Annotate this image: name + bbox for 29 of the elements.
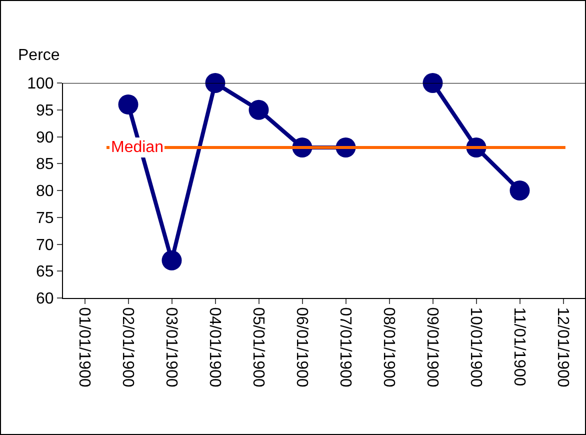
y-tick-label: 70	[36, 236, 54, 254]
x-tick-label: 01/01/1900	[76, 307, 93, 388]
y-tick-label: 100	[27, 76, 54, 93]
x-tick-label: 06/01/1900	[293, 307, 310, 388]
x-tick-label: 11/01/1900	[510, 307, 528, 386]
x-tick-label: 02/01/1900	[119, 307, 136, 388]
y-tick-label: 85	[36, 156, 54, 174]
ref-line-label: Median	[111, 139, 164, 156]
y-tick-label: 65	[36, 264, 54, 281]
x-tick-label: 10/01/1900	[467, 307, 484, 388]
point	[422, 73, 443, 93]
x-tick-label: 08/01/1900	[380, 307, 398, 388]
point	[248, 100, 269, 120]
x-tick-label: 04/01/1900	[206, 307, 224, 388]
x-tick-label: 07/01/1900	[336, 307, 354, 388]
x-tick-label: 09/01/1900	[424, 307, 441, 388]
y-tick-label: 90	[36, 129, 54, 146]
y-tick-label: 95	[36, 102, 54, 120]
x-tick-label: 12/01/1900	[554, 307, 572, 388]
point	[510, 180, 530, 200]
y-tick-label: 80	[36, 183, 54, 200]
point	[162, 250, 182, 270]
y-tick-label: 75	[36, 210, 54, 227]
x-tick-label: 03/01/1900	[162, 307, 180, 388]
point	[118, 94, 138, 114]
y-tick-label: 60	[36, 290, 54, 308]
y-axis-title: Perce	[18, 47, 60, 64]
x-tick-label: 05/01/1900	[250, 307, 267, 388]
point	[205, 73, 226, 93]
